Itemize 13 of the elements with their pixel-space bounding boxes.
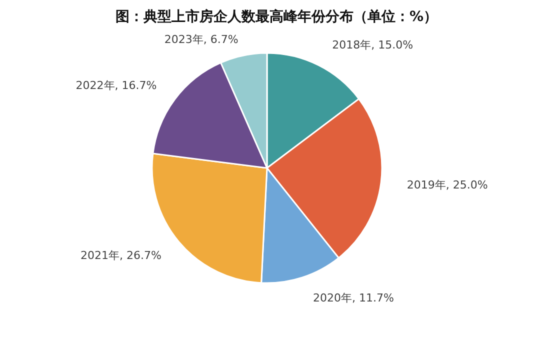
data-label: , 16.7% <box>114 78 157 92</box>
slice-label: 2019年 <box>406 178 446 192</box>
data-label: , 11.7% <box>352 291 394 304</box>
chart-title: 图：典型上市房企人数最高峰年份分布（单位：%） <box>115 8 438 25</box>
data-label: , 6.7% <box>203 32 238 46</box>
data-label: , 15.0% <box>371 38 414 52</box>
slice-label: 2018年 <box>332 38 372 52</box>
data-label: , 26.7% <box>119 248 162 262</box>
slice-label: 2020年 <box>313 291 352 304</box>
slice-label: 2022年 <box>76 78 115 92</box>
data-label: , 25.0% <box>446 178 488 192</box>
slice-label: 2021年 <box>80 248 120 262</box>
slice-label: 2023年 <box>164 32 204 46</box>
